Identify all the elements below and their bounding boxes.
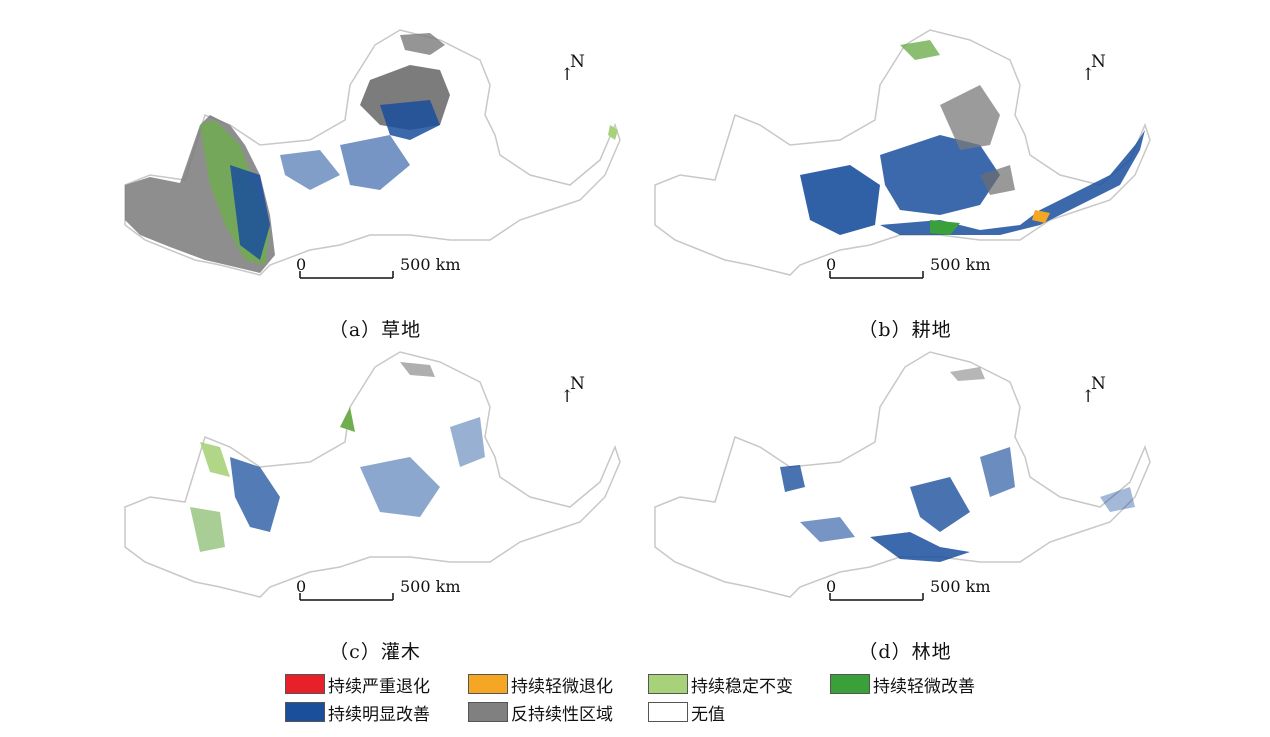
scale-end: 500 km <box>400 255 461 274</box>
map-panel-forest: ↑ N 0 500 km （d）林地 <box>640 347 1170 663</box>
legend-item: 持续稳定不变 <box>648 673 793 697</box>
scale-end: 500 km <box>930 255 991 274</box>
legend-item: 无值 <box>648 701 725 725</box>
north-label: N <box>570 374 585 394</box>
legend-swatch <box>285 674 325 694</box>
legend-item: 反持续性区域 <box>468 701 613 725</box>
basin-map-cropland: ↑ N 0 500 km <box>654 29 1151 279</box>
scale-zero: 0 <box>826 577 836 596</box>
map-panel-shrubland: ↑ N 0 500 km （c）灌木 <box>110 347 640 663</box>
map-panel-grassland: ↑ N 0 500 km （a）草地 <box>110 25 640 341</box>
north-arrow: ↑ <box>1081 65 1095 85</box>
legend-swatch <box>830 674 870 694</box>
legend-item: 持续严重退化 <box>285 673 430 697</box>
basin-map-forest: ↑ N 0 500 km <box>654 351 1151 601</box>
north-arrow: ↑ <box>560 387 574 407</box>
panel-caption: （d）林地 <box>858 641 952 663</box>
basin-outline <box>654 351 1151 598</box>
scale-zero: 0 <box>296 255 306 274</box>
basin-map-grassland: ↑ N 0 500 km <box>124 29 621 279</box>
map-panel-cropland: ↑ N 0 500 km （b）耕地 <box>640 25 1170 341</box>
legend-label: 持续轻微退化 <box>511 676 613 697</box>
basin-outline <box>124 29 621 276</box>
cropland-change-patches <box>800 40 1145 235</box>
scale-end: 500 km <box>930 577 991 596</box>
legend-label: 无值 <box>691 704 725 725</box>
scale-zero: 0 <box>826 255 836 274</box>
basin-outline <box>124 351 621 598</box>
legend-label: 持续稳定不变 <box>691 676 793 697</box>
scale-end: 500 km <box>400 577 461 596</box>
legend-label: 反持续性区域 <box>511 704 613 725</box>
legend-label: 持续严重退化 <box>328 676 430 697</box>
north-arrow: ↑ <box>1081 387 1095 407</box>
legend-swatch <box>468 702 508 722</box>
north-label: N <box>1091 52 1106 72</box>
forest-change-patches <box>780 367 1135 562</box>
north-arrow: ↑ <box>560 65 574 85</box>
legend-swatch <box>285 702 325 722</box>
legend-label: 持续轻微改善 <box>873 676 975 697</box>
grassland-change-patches <box>125 33 618 273</box>
basin-outline <box>654 29 1151 276</box>
north-label: N <box>1091 374 1106 394</box>
legend-swatch <box>468 674 508 694</box>
legend-swatch <box>648 702 688 722</box>
panel-caption: （b）耕地 <box>858 319 952 341</box>
panel-caption: （c）灌木 <box>329 641 421 663</box>
legend-swatch <box>648 674 688 694</box>
north-label: N <box>570 52 585 72</box>
panel-caption: （a）草地 <box>328 319 422 341</box>
shrubland-change-patches <box>190 362 485 552</box>
map-legend: 持续严重退化 持续轻微退化 持续稳定不变 持续轻微改善 持续明显改善 反持续性区… <box>285 673 1025 729</box>
legend-item: 持续轻微改善 <box>830 673 975 697</box>
legend-item: 持续轻微退化 <box>468 673 613 697</box>
basin-map-shrubland: ↑ N 0 500 km <box>124 351 621 601</box>
legend-label: 持续明显改善 <box>328 704 430 725</box>
scale-zero: 0 <box>296 577 306 596</box>
legend-item: 持续明显改善 <box>285 701 430 725</box>
